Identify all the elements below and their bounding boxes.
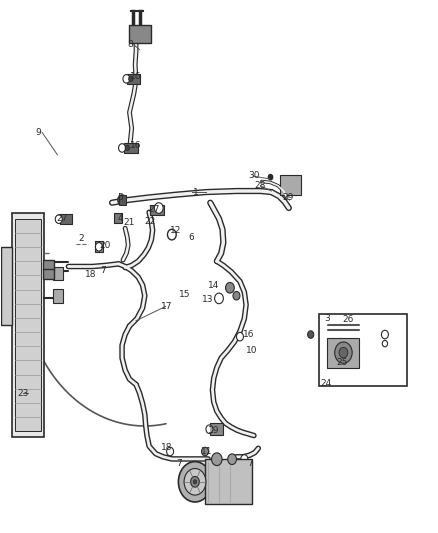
Circle shape [215, 293, 223, 304]
Text: 22: 22 [145, 217, 156, 226]
Text: 13: 13 [201, 295, 213, 304]
Text: 17: 17 [161, 302, 173, 311]
Circle shape [123, 75, 130, 83]
Bar [280, 175, 301, 195]
Bar [43, 269, 54, 279]
Bar [327, 338, 359, 368]
Circle shape [95, 243, 102, 251]
Text: 11: 11 [201, 447, 212, 456]
Bar [127, 74, 141, 84]
Text: 23: 23 [17, 389, 28, 398]
Circle shape [206, 425, 213, 433]
Bar [15, 219, 41, 431]
Circle shape [129, 76, 133, 82]
Text: 7: 7 [247, 459, 253, 467]
Bar [1, 247, 12, 325]
Text: 28: 28 [254, 181, 265, 190]
Bar [60, 214, 72, 224]
Circle shape [268, 174, 273, 180]
Text: 7: 7 [100, 266, 106, 275]
Circle shape [55, 215, 62, 223]
Circle shape [228, 454, 237, 465]
Bar [53, 267, 63, 280]
Circle shape [167, 229, 176, 240]
Text: 9: 9 [35, 128, 41, 137]
Text: 27: 27 [148, 205, 159, 214]
Circle shape [118, 195, 127, 205]
Text: 20: 20 [99, 241, 110, 250]
Text: 12: 12 [170, 226, 181, 235]
Text: 6: 6 [188, 233, 194, 242]
Text: 3: 3 [324, 313, 329, 322]
Circle shape [154, 203, 163, 213]
Circle shape [166, 447, 173, 456]
Bar [43, 260, 54, 270]
Text: 30: 30 [249, 171, 260, 180]
Circle shape [119, 144, 126, 152]
Text: 16: 16 [130, 72, 141, 81]
Text: 18: 18 [85, 270, 96, 279]
Bar [124, 143, 138, 153]
Circle shape [184, 469, 206, 495]
Circle shape [226, 282, 234, 293]
Text: 27: 27 [57, 214, 68, 223]
Circle shape [381, 330, 389, 339]
Circle shape [241, 455, 248, 463]
Text: 7: 7 [176, 459, 182, 467]
Circle shape [339, 348, 348, 358]
Bar [114, 213, 122, 223]
Text: 14: 14 [208, 280, 219, 289]
Bar [120, 195, 126, 205]
Text: 8: 8 [127, 41, 133, 50]
Circle shape [193, 480, 197, 484]
Circle shape [237, 333, 244, 341]
Text: 10: 10 [246, 346, 258, 355]
Bar [210, 423, 223, 435]
Bar [205, 459, 252, 504]
Text: 15: 15 [179, 289, 191, 298]
Bar [319, 314, 407, 386]
Bar [12, 213, 44, 437]
Text: 2: 2 [78, 235, 84, 244]
Circle shape [178, 462, 212, 502]
Text: 29: 29 [283, 193, 294, 202]
Text: 16: 16 [243, 330, 254, 339]
Text: 21: 21 [123, 219, 134, 228]
Circle shape [125, 146, 130, 151]
Text: 25: 25 [336, 358, 347, 367]
Bar [150, 205, 164, 215]
Circle shape [212, 453, 222, 466]
Circle shape [233, 292, 240, 300]
Circle shape [335, 342, 352, 364]
Text: 4: 4 [118, 214, 124, 223]
Bar [95, 241, 103, 252]
Text: 26: 26 [342, 315, 353, 324]
Bar [130, 25, 151, 43]
Text: 5: 5 [118, 193, 124, 202]
Circle shape [191, 477, 199, 487]
Text: 19: 19 [208, 426, 219, 435]
Bar [53, 289, 63, 303]
Circle shape [382, 341, 388, 347]
Text: 1: 1 [193, 188, 198, 197]
Text: 16: 16 [130, 141, 141, 150]
Text: 18: 18 [161, 443, 173, 452]
Text: 24: 24 [320, 379, 332, 388]
Circle shape [201, 447, 208, 456]
Circle shape [307, 331, 314, 338]
